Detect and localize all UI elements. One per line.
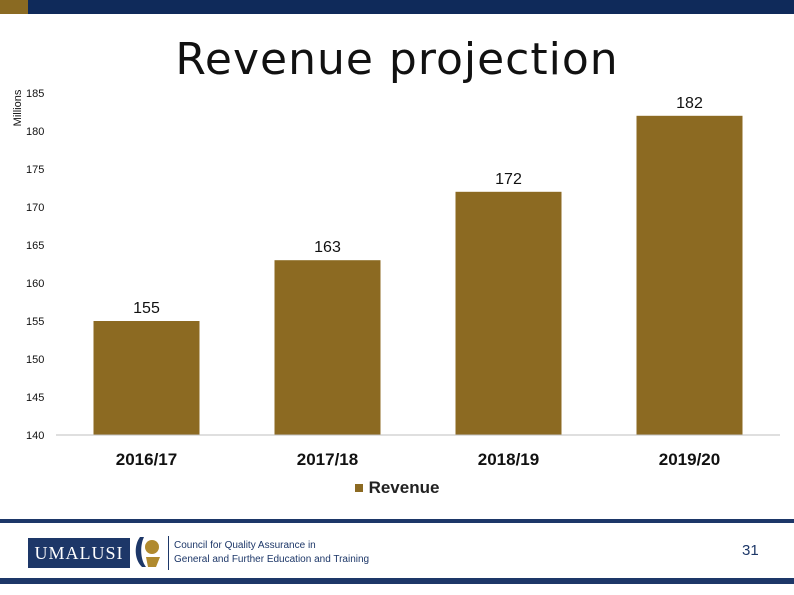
y-tick-label: 140 (26, 430, 44, 442)
bar-2017-18 (274, 260, 381, 435)
logo-tagline: Council for Quality Assurance in General… (174, 539, 369, 567)
x-tick-label: 2019/20 (659, 450, 720, 469)
y-axis-label: Millions (12, 89, 24, 126)
footer-bar (0, 578, 794, 584)
bar-2018-19 (455, 191, 562, 435)
emblem-icon (135, 537, 160, 567)
page-number: 31 (742, 542, 759, 559)
x-tick-label: 2017/18 (297, 450, 358, 469)
y-tick-label: 150 (26, 354, 44, 366)
umalusi-logo: UMALUSI (28, 538, 130, 568)
y-tick-label: 180 (26, 126, 44, 138)
bar-chart: 140 145 150 155 160 165 170 175 180 185 2016/17 20… (12, 88, 780, 469)
bar-2016-17 (93, 321, 200, 435)
y-tick-label: 160 (26, 278, 44, 290)
data-label: 182 (676, 95, 703, 112)
y-tick-label: 170 (26, 202, 44, 214)
x-tick-label: 2016/17 (116, 450, 177, 469)
header-accent (0, 0, 28, 14)
data-label: 172 (495, 171, 522, 188)
y-tick-label: 145 (26, 392, 44, 404)
data-label: 155 (133, 300, 160, 317)
legend-swatch (354, 483, 363, 492)
header-bar (0, 0, 794, 14)
y-tick-label: 175 (26, 164, 44, 176)
tagline-line-2: General and Further Education and Traini… (174, 554, 370, 565)
chart-legend: Revenue (0, 478, 794, 498)
y-tick-label: 165 (26, 240, 44, 252)
slide-title: Revenue projection (175, 34, 619, 85)
tagline-line-1: Council for Quality Assurance in (174, 540, 316, 551)
data-label: 163 (314, 239, 341, 256)
x-tick-label: 2018/19 (478, 450, 539, 469)
y-tick-label: 155 (26, 316, 44, 328)
y-tick-label: 185 (26, 88, 44, 100)
legend-label: Revenue (368, 478, 440, 497)
bar-2019-20 (636, 115, 743, 436)
logo-divider (168, 536, 169, 570)
footer-rule (0, 519, 794, 523)
